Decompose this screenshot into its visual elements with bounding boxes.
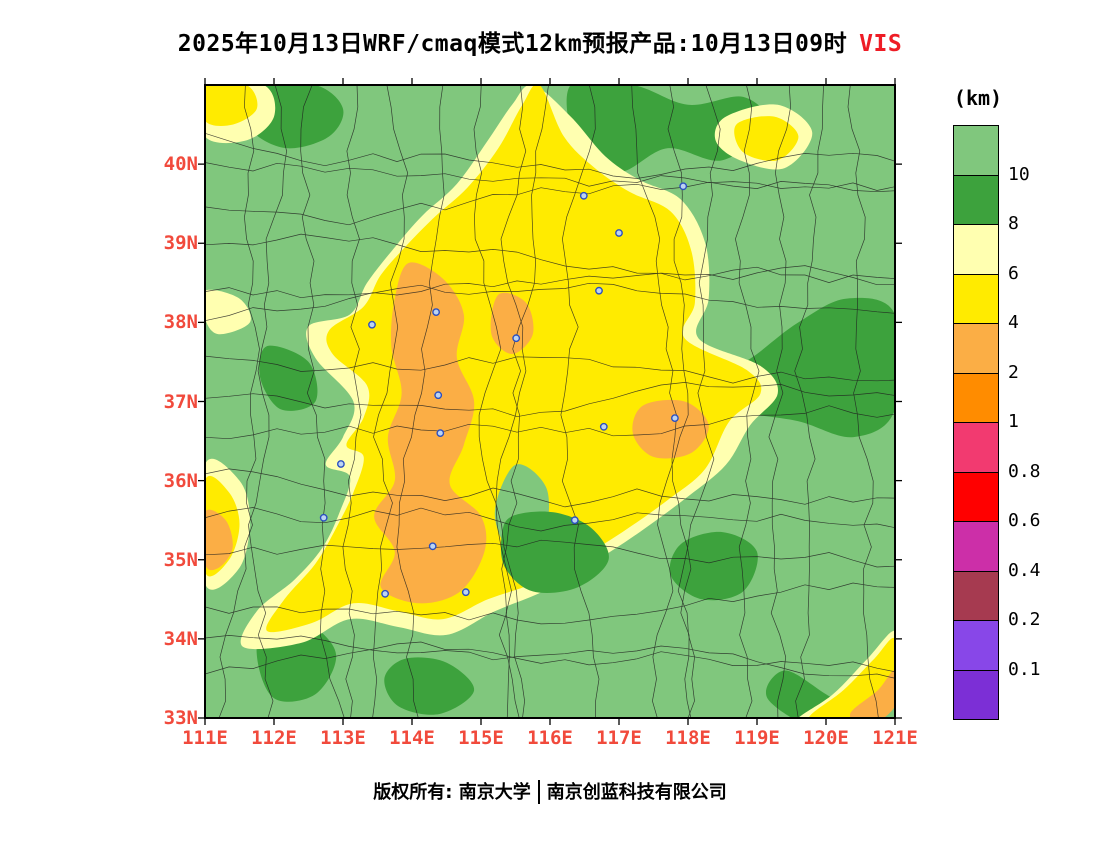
legend-tick-label: 0.4 [1008,559,1041,581]
lon-label: 118E [665,727,711,749]
lat-label: 34N [163,627,198,650]
legend-color-block [953,521,999,572]
copyright-left: 版权所有: 南京大学 [373,782,531,803]
map-canvas [198,78,902,725]
station-marker [570,516,579,525]
station-marker [512,334,521,343]
lon-label: 119E [734,727,780,749]
legend-color-block [953,174,999,225]
vis-region [205,289,251,335]
vis-region [500,511,609,594]
station-markers [319,182,688,598]
map-frame [204,84,896,719]
lat-label: 37N [163,390,198,413]
lat-label: 35N [163,548,198,571]
vis-region [632,399,709,459]
legend-color-block [953,669,999,720]
legend-color-block [953,372,999,423]
legend-color-block [953,570,999,621]
legend-tick-label: 10 [1008,163,1030,185]
vis-region [384,657,475,715]
copyright-right: 南京创蓝科技有限公司 [546,782,727,803]
lon-label: 120E [803,727,849,749]
lon-label: 115E [458,727,504,749]
axis-ticks [198,78,902,725]
legend-color-block [953,471,999,522]
lat-label: 40N [163,153,198,176]
legend-color-block [953,273,999,324]
lon-label: 117E [596,727,642,749]
lon-label: 113E [320,727,366,749]
station-marker [381,589,390,598]
legend-tick-label: 0.6 [1008,510,1041,531]
footer-divider [537,780,540,804]
county-boundaries [205,85,895,718]
legend-color-block [953,125,999,176]
legend-unit-label: (km) [953,86,1003,110]
station-marker [368,320,376,329]
station-marker [432,308,441,317]
station-marker [615,229,623,237]
lon-label: 114E [389,727,435,749]
vis-fill-regions [205,85,895,718]
station-marker [319,513,328,522]
station-marker [670,414,679,422]
legend-color-block [953,620,999,671]
station-marker [579,191,588,200]
station-marker [595,286,603,295]
legend-tick-label: 0.8 [1008,460,1041,482]
station-marker [336,460,345,468]
lat-label: 39N [163,232,198,255]
page-title: 2025年10月13日WRF/cmaq模式12km预报产品:10月13日09时 V… [0,24,1080,58]
legend-tick-label: 0.1 [1008,658,1041,680]
copyright-footer: 版权所有: 南京大学 南京创蓝科技有限公司 [0,778,1100,804]
legend-tick-label: 2 [1008,361,1019,383]
lat-label: 33N [163,707,198,729]
station-marker [434,391,443,400]
lon-label: 121E [872,727,918,749]
legend-tick-label: 8 [1008,213,1019,234]
title-text: 2025年10月13日WRF/cmaq模式12km预报产品:10月13日09时 [177,31,848,57]
legend-tick-label: 0.2 [1008,609,1041,630]
lat-label: 36N [163,469,198,492]
legend-color-block [953,224,999,275]
lon-label: 116E [527,727,573,749]
legend-tick-label: 6 [1008,262,1019,284]
vis-region [259,345,318,411]
lon-label: 111E [182,727,228,749]
vis-region [734,116,799,161]
vis-region [205,85,258,126]
vis-region [850,670,895,718]
vis-region [669,531,758,601]
station-marker [436,429,445,437]
station-marker [428,542,437,551]
station-marker [679,182,688,191]
vis-region [374,262,487,604]
legend-color-block [953,323,999,374]
lat-label: 38N [163,311,198,334]
vis-region [205,509,233,571]
legend-tick-label: 4 [1008,312,1019,333]
station-marker [599,422,608,431]
title-variable-label: VIS [859,31,903,57]
lon-label: 112E [251,727,297,749]
station-marker [461,588,470,597]
legend-tick-label: 1 [1008,411,1019,432]
legend-colorbar [953,125,999,720]
legend-color-block [953,422,999,473]
